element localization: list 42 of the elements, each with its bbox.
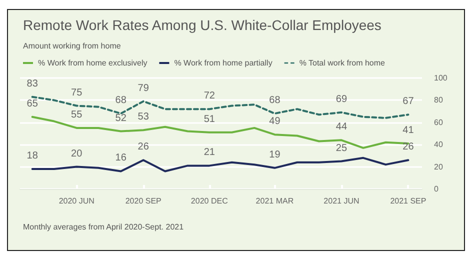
chart-subtitle: Amount working from home: [23, 42, 122, 50]
data-label: 65: [26, 98, 38, 110]
data-label: 53: [138, 112, 150, 123]
chart-title: Remote Work Rates Among U.S. White-Collar Employees: [23, 17, 382, 33]
x-tick-label: 2021 JUN: [324, 196, 360, 206]
data-label: 41: [402, 124, 414, 136]
data-label: 49: [269, 116, 281, 128]
y-tick-label: 0: [434, 184, 439, 194]
y-tick-label: 20: [434, 162, 444, 172]
data-label: 67: [402, 96, 414, 108]
legend-label: % Total work from home: [299, 58, 386, 68]
data-label: 68: [269, 95, 281, 106]
data-label: 18: [26, 150, 38, 162]
data-label: 79: [138, 82, 150, 94]
x-tick-label: 2020 DEC: [190, 196, 228, 206]
data-label: 19: [269, 149, 281, 160]
data-label: 21: [204, 147, 216, 158]
data-label: 72: [204, 90, 216, 102]
x-tick-label: 2020 JUN: [58, 196, 95, 206]
text: Monthly averages from April 2020-Sept. 2021: [23, 222, 184, 232]
data-label: 26: [402, 142, 414, 153]
x-tick-label: 2021 MAR: [256, 196, 294, 206]
data-label: 75: [71, 87, 83, 98]
data-label: 83: [26, 78, 38, 90]
data-label: 68: [115, 95, 127, 106]
data-label: 51: [204, 114, 216, 125]
y-tick-label: 40: [434, 140, 444, 150]
x-tick-label: 2020 SEP: [125, 196, 162, 206]
data-label: 26: [138, 142, 150, 153]
data-label: 20: [71, 148, 83, 160]
data-label: 52: [115, 112, 127, 124]
y-tick-label: 80: [434, 96, 444, 105]
data-label: 69: [336, 94, 348, 105]
legend-label: % Work from home exclusively: [38, 58, 148, 68]
y-tick-label: 100: [434, 74, 448, 82]
data-label: 55: [71, 109, 83, 120]
legend-label: % Work from home partially: [174, 58, 272, 68]
data-label: 16: [115, 152, 127, 164]
data-label: 44: [336, 122, 348, 133]
y-tick-label: 60: [434, 118, 444, 127]
x-tick-label: 2021 SEP: [390, 196, 426, 206]
data-label: 25: [336, 142, 348, 154]
